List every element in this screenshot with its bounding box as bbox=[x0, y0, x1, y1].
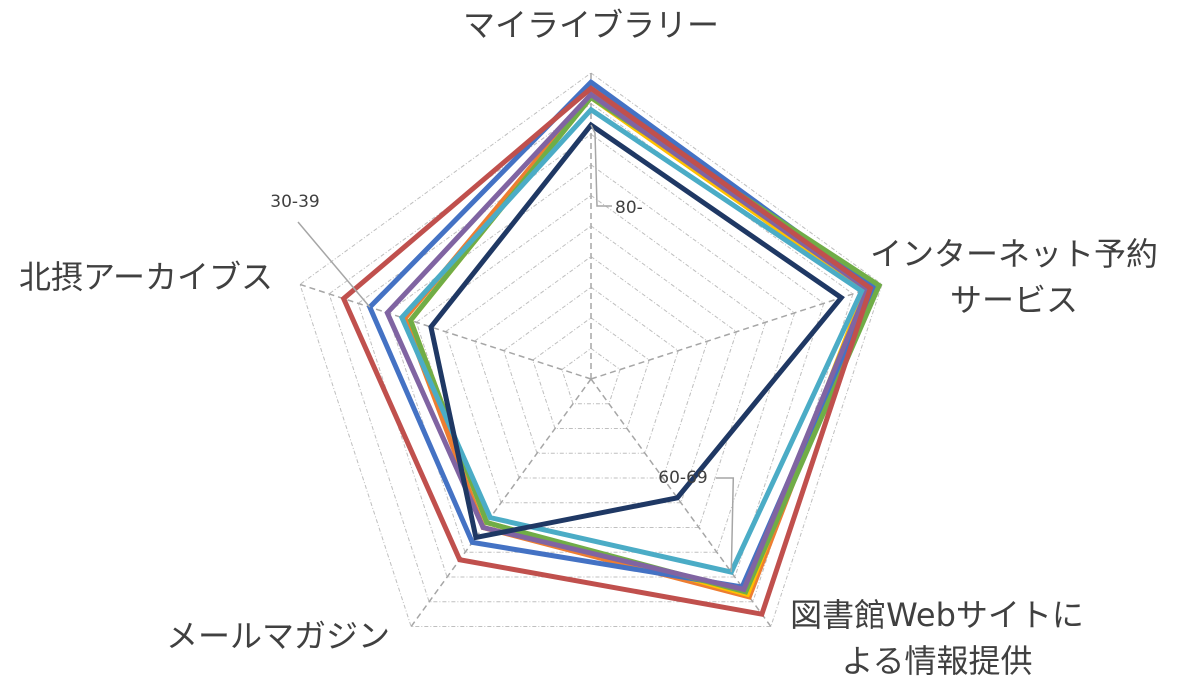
grid-ring bbox=[561, 347, 621, 405]
callout-leader bbox=[716, 477, 735, 573]
series-line bbox=[384, 91, 871, 593]
grid-ring bbox=[474, 255, 708, 479]
grid-ring bbox=[357, 133, 825, 578]
axis-label: 北摂アーカイブス bbox=[19, 258, 273, 296]
series-line bbox=[340, 85, 874, 618]
callout-label: 80- bbox=[615, 198, 643, 218]
grid-ring bbox=[532, 317, 650, 430]
axis-spoke bbox=[410, 378, 592, 628]
grid-ring bbox=[444, 225, 738, 504]
grid-ring bbox=[299, 72, 883, 628]
callout-leader bbox=[297, 221, 371, 308]
callout-layer: 80- 30-39 60-69 bbox=[270, 124, 735, 573]
series-layer bbox=[340, 78, 883, 618]
grid-layer bbox=[299, 72, 883, 628]
axis-label: 図書館Webサイトに bbox=[790, 596, 1084, 634]
grid-ring bbox=[386, 164, 796, 553]
axis-label: サービス bbox=[950, 281, 1078, 319]
axis-label: メールマガジン bbox=[166, 617, 390, 655]
axis-label: マイライブラリー bbox=[463, 6, 719, 44]
series-line bbox=[398, 106, 865, 575]
callout-leader bbox=[590, 124, 612, 207]
axis-label: よる情報提供 bbox=[841, 642, 1032, 680]
axis-spoke bbox=[590, 283, 883, 380]
axis-spoke bbox=[299, 283, 592, 380]
series-line bbox=[428, 121, 845, 541]
axis-label: インターネット予約 bbox=[870, 235, 1158, 273]
callout-label: 60-69 bbox=[658, 468, 707, 488]
callout-label: 30-39 bbox=[270, 192, 319, 212]
grid-ring bbox=[503, 286, 679, 454]
